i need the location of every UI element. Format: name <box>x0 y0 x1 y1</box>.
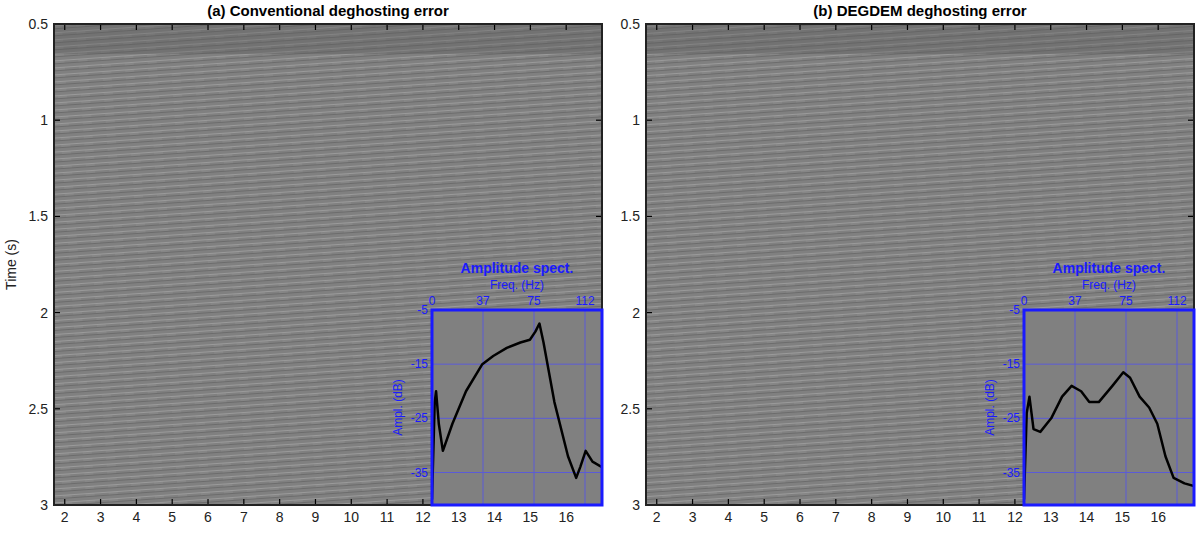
inset-x-tick-label: 75 <box>1119 294 1133 308</box>
inset-grid-y <box>432 472 602 473</box>
y-tick-label: 1.5 <box>29 208 49 224</box>
x-tick-label: 6 <box>204 509 212 525</box>
x-tick-label: 16 <box>558 509 574 525</box>
inset-grid-x <box>534 310 535 505</box>
inset-x-axis-title: Freq. (Hz) <box>1082 278 1136 292</box>
plot-frame <box>54 24 602 505</box>
inset-x-tick-label: 37 <box>476 294 490 308</box>
x-tick-label: 16 <box>1150 509 1166 525</box>
y-tick-label: 0.5 <box>621 16 641 32</box>
inset-x-tick-label: 0 <box>1021 294 1028 308</box>
inset-x-tick-label: 112 <box>1167 294 1186 308</box>
inset-y-tick-label: -15 <box>1003 357 1021 371</box>
panel-title: (b) DEGDEM deghosting error <box>813 2 1026 19</box>
seismic-image <box>54 24 602 505</box>
x-tick-label: 13 <box>1043 509 1059 525</box>
inset-grid-x <box>585 310 586 505</box>
inset-frame <box>432 310 602 505</box>
seismic-band <box>646 24 1194 54</box>
x-tick-label: 10 <box>343 509 359 525</box>
x-tick-label: 11 <box>972 509 987 525</box>
x-tick-label: 3 <box>97 509 105 525</box>
inset: 0 37 75 112 -35 -25 -15 -5 Freq. (Hz) Amplitude s… <box>983 260 1194 505</box>
inset-grid-y <box>1024 472 1194 473</box>
inset-grid-y <box>432 364 602 365</box>
inset-x-tick-label: 112 <box>575 294 594 308</box>
x-tick-label: 10 <box>935 509 951 525</box>
panel: (b) DEGDEM deghosting error2345678910111… <box>621 2 1194 525</box>
y-tick-label: 2 <box>632 305 640 321</box>
y-axis-title: Time (s) <box>3 239 19 290</box>
inset-y-tick-label: -15 <box>411 357 429 371</box>
x-tick-label: 12 <box>415 509 431 525</box>
x-tick-label: 9 <box>312 509 320 525</box>
panel-title: (a) Conventional deghosting error <box>207 2 449 19</box>
inset-x-tick-label: 75 <box>527 294 541 308</box>
inset-grid-x <box>1126 310 1127 505</box>
y-tick-label: 2.5 <box>621 401 641 417</box>
inset-grid-y <box>432 418 602 419</box>
y-tick-label: 3 <box>632 497 640 513</box>
inset-y-tick-label: -35 <box>411 466 429 480</box>
x-tick-label: 8 <box>868 509 876 525</box>
x-tick-label: 5 <box>760 509 768 525</box>
inset-grid-x <box>1075 310 1076 505</box>
x-tick-label: 7 <box>240 509 248 525</box>
inset-x-axis-title: Freq. (Hz) <box>490 278 544 292</box>
inset-x-tick-label: 0 <box>429 294 436 308</box>
seismic-image <box>646 24 1194 505</box>
inset-lines <box>1024 372 1194 499</box>
x-tick-label: 12 <box>1007 509 1023 525</box>
x-tick-label: 2 <box>653 509 661 525</box>
y-tick-label: 3 <box>40 497 48 513</box>
x-tick-label: 3 <box>689 509 697 525</box>
figure: (a) Conventional deghosting error2345678… <box>0 0 1200 545</box>
x-tick-label: 7 <box>832 509 840 525</box>
x-tick-label: 13 <box>451 509 467 525</box>
inset-y-tick-label: -5 <box>1009 303 1020 317</box>
x-tick-label: 15 <box>523 509 539 525</box>
y-tick-label: 1 <box>40 112 48 128</box>
inset-lines <box>432 324 602 500</box>
y-tick-label: 1 <box>632 112 640 128</box>
inset-y-tick-label: -5 <box>417 303 428 317</box>
x-tick-label: 15 <box>1115 509 1131 525</box>
panel: (a) Conventional deghosting error2345678… <box>3 2 602 525</box>
inset-grid-x <box>1177 310 1178 505</box>
x-tick-label: 4 <box>724 509 732 525</box>
inset-y-tick-label: -35 <box>1003 466 1021 480</box>
spectrum-line <box>1024 372 1194 499</box>
inset-grid-x <box>483 310 484 505</box>
inset-title: Amplitude spect. <box>1053 260 1166 276</box>
x-tick-label: 14 <box>1079 509 1095 525</box>
y-tick-label: 2.5 <box>29 401 49 417</box>
x-tick-label: 6 <box>796 509 804 525</box>
inset: 0 37 75 112 -35 -25 -15 -5 Freq. (Hz) Amplitude s… <box>391 260 602 505</box>
inset-background <box>1024 310 1194 505</box>
x-tick-label: 11 <box>380 509 395 525</box>
seismic-band <box>54 24 602 54</box>
inset-x-tick-label: 37 <box>1068 294 1082 308</box>
x-tick-label: 9 <box>904 509 912 525</box>
y-tick-label: 2 <box>40 305 48 321</box>
x-tick-label: 5 <box>168 509 176 525</box>
y-tick-label: 1.5 <box>621 208 641 224</box>
x-tick-label: 8 <box>276 509 284 525</box>
x-tick-label: 2 <box>61 509 69 525</box>
inset-y-axis-title: Ampl. (dB) <box>983 379 997 436</box>
plot-frame <box>646 24 1194 505</box>
inset-y-tick-label: -25 <box>411 411 429 425</box>
spectrum-line <box>432 324 602 500</box>
inset-background <box>432 310 602 505</box>
inset-title: Amplitude spect. <box>461 260 574 276</box>
inset-grid-y <box>1024 364 1194 365</box>
inset-y-tick-label: -25 <box>1003 411 1021 425</box>
x-tick-label: 4 <box>132 509 140 525</box>
inset-frame <box>1024 310 1194 505</box>
y-tick-label: 0.5 <box>29 16 49 32</box>
x-tick-label: 14 <box>487 509 503 525</box>
inset-y-axis-title: Ampl. (dB) <box>391 379 405 436</box>
